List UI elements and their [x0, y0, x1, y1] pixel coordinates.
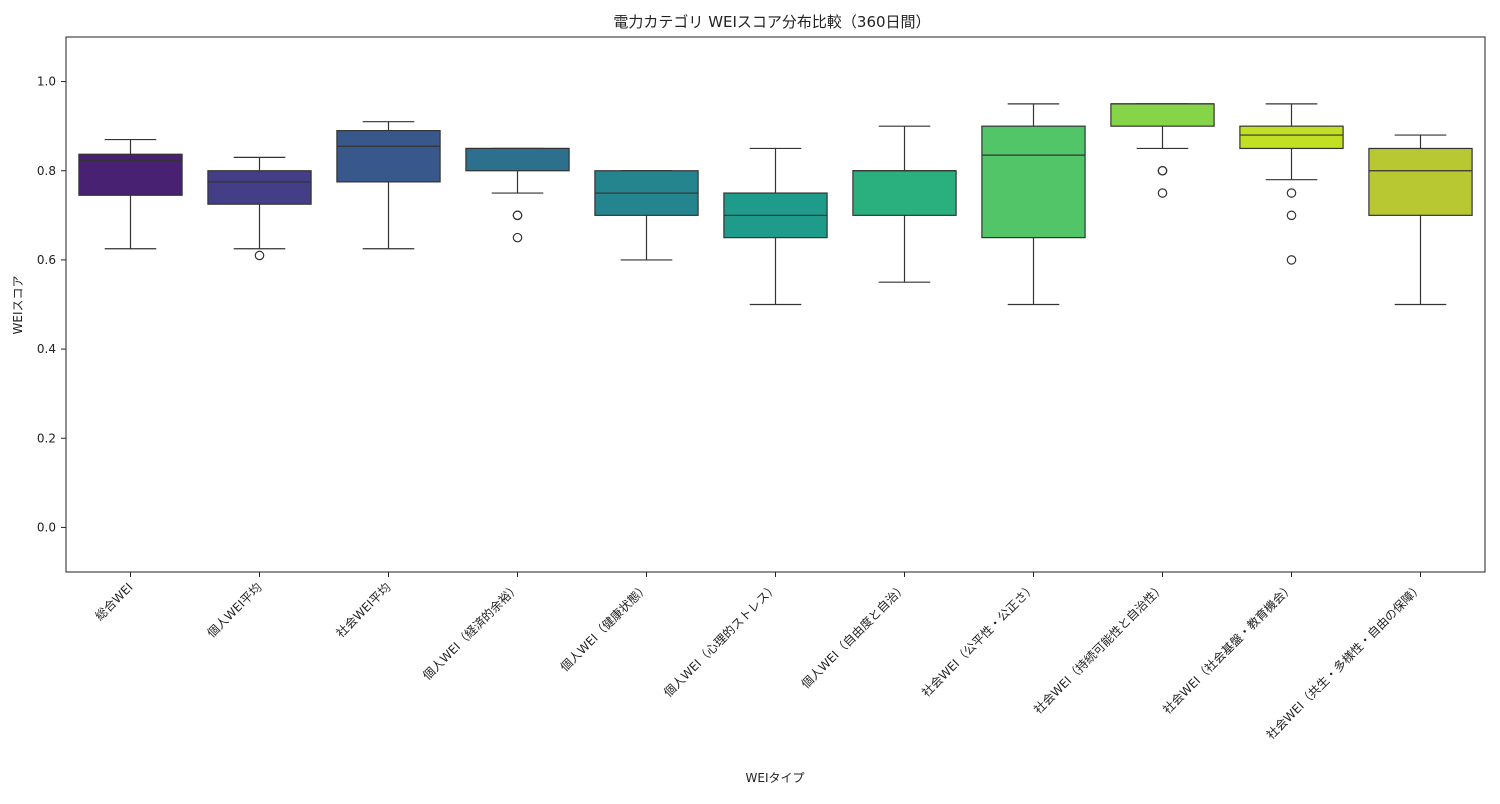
x-tick-label: 個人WEI（健康状態）	[557, 580, 652, 675]
outlier-point	[1286, 255, 1297, 265]
y-tick-label: 0.0	[37, 520, 56, 534]
box	[981, 125, 1086, 239]
box	[1368, 147, 1473, 216]
x-tick-label: 個人WEI（経済的余裕）	[419, 580, 522, 683]
x-tick-label: 個人WEI（心理的ストレス）	[660, 580, 780, 700]
box	[1239, 125, 1344, 150]
box	[336, 130, 441, 183]
outlier-point	[1286, 210, 1297, 221]
outlier-point	[1286, 188, 1297, 198]
outlier-point	[512, 210, 523, 221]
outlier-point	[1157, 188, 1168, 198]
x-axis-label: WEIタイプ	[746, 771, 805, 785]
x-tick-label: 個人WEI（自由度と自治）	[798, 580, 910, 692]
x-tick-label: 個人WEI平均	[205, 580, 265, 640]
y-tick-label: 0.4	[37, 342, 56, 356]
x-tick-label: 社会WEI（共生・多様性・自由の保障）	[1263, 580, 1426, 743]
box	[465, 147, 570, 172]
x-tick-label: 社会WEI平均	[333, 580, 394, 641]
x-tick-label: 総合WEI	[92, 580, 136, 624]
x-tick-label: 社会WEI（公平性・公正さ）	[918, 580, 1038, 700]
x-tick-label: 社会WEI（社会基盤・教育機会）	[1159, 580, 1296, 717]
y-tick-label: 0.6	[37, 253, 56, 267]
outlier-point	[512, 232, 523, 243]
box	[852, 170, 957, 216]
y-tick-label: 1.0	[37, 75, 56, 89]
outlier-point	[254, 250, 265, 261]
chart-title: 電力カテゴリ WEIスコア分布比較（360日間）	[613, 13, 930, 31]
x-tick-label: 社会WEI（持続可能性と自治性）	[1030, 580, 1167, 717]
y-tick-label: 0.8	[37, 164, 56, 178]
y-tick-label: 0.2	[37, 431, 56, 445]
outlier-point	[1157, 165, 1168, 176]
y-axis-label: WEIスコア	[11, 276, 25, 335]
box	[1110, 103, 1215, 127]
box	[207, 170, 312, 205]
